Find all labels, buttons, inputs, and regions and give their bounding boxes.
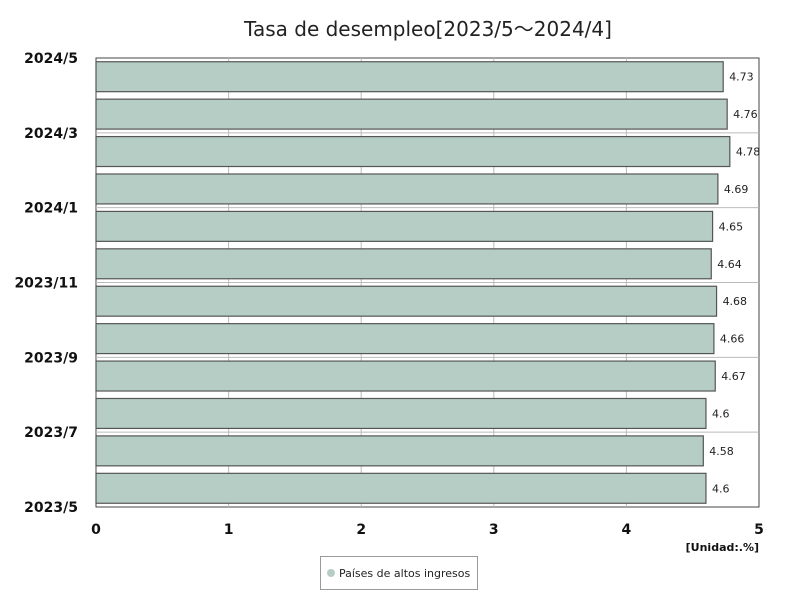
data-label: 4.6 <box>712 407 730 420</box>
x-tick-label: 3 <box>489 522 499 538</box>
bar <box>95 285 718 317</box>
data-label: 4.76 <box>733 108 758 121</box>
y-tick-label: 2023/5 <box>24 500 78 516</box>
bar <box>95 98 728 130</box>
bar <box>95 435 704 467</box>
data-label: 4.6 <box>712 482 730 495</box>
label-layer: 4.6 4.58 4.6 4.67 4.66 4.68 4.64 4.65 4.69 4.78 4.… <box>709 71 760 496</box>
x-tick-label: 1 <box>224 522 234 538</box>
data-label: 4.68 <box>723 295 748 308</box>
y-tick-label: 2023/9 <box>24 350 78 366</box>
chart-title: Tasa de desempleo[2023/5～2024/4] <box>243 17 612 41</box>
bar <box>95 323 715 355</box>
grid-layer <box>96 58 759 507</box>
bar <box>95 173 719 205</box>
y-tick-label: 2024/5 <box>24 51 78 67</box>
data-label: 4.67 <box>721 370 746 383</box>
data-label: 4.73 <box>729 71 754 84</box>
bar <box>95 248 712 280</box>
unit-label: [Unidad:.%] <box>686 541 759 554</box>
data-label: 4.69 <box>724 183 749 196</box>
y-tick-label: 2023/7 <box>24 425 78 441</box>
x-axis-ticks: 0 1 2 3 4 5 <box>91 522 764 538</box>
data-label: 4.58 <box>709 445 734 458</box>
data-label: 4.64 <box>717 258 742 271</box>
legend: Países de altos ingresos <box>320 556 478 590</box>
legend-swatch <box>327 569 335 577</box>
bar <box>95 360 716 392</box>
x-tick-label: 2 <box>356 522 366 538</box>
data-label: 4.66 <box>720 333 745 346</box>
x-tick-label: 0 <box>91 522 101 538</box>
data-label: 4.78 <box>736 146 761 159</box>
legend-label: Países de altos ingresos <box>339 566 471 580</box>
data-label: 4.65 <box>719 220 744 233</box>
bar <box>95 135 731 168</box>
bar <box>95 210 714 242</box>
x-tick-label: 5 <box>754 522 764 538</box>
bar <box>95 472 707 504</box>
bar <box>95 397 707 430</box>
y-tick-label: 2024/3 <box>24 126 78 142</box>
bar <box>95 61 724 93</box>
x-tick-label: 4 <box>622 522 632 538</box>
y-tick-label: 2023/11 <box>14 276 78 292</box>
y-tick-label: 2024/1 <box>24 201 78 217</box>
y-axis-ticks: 2023/5 2023/7 2023/9 2023/11 2024/1 2024/3 202… <box>14 51 78 516</box>
bar-layer <box>95 61 731 504</box>
